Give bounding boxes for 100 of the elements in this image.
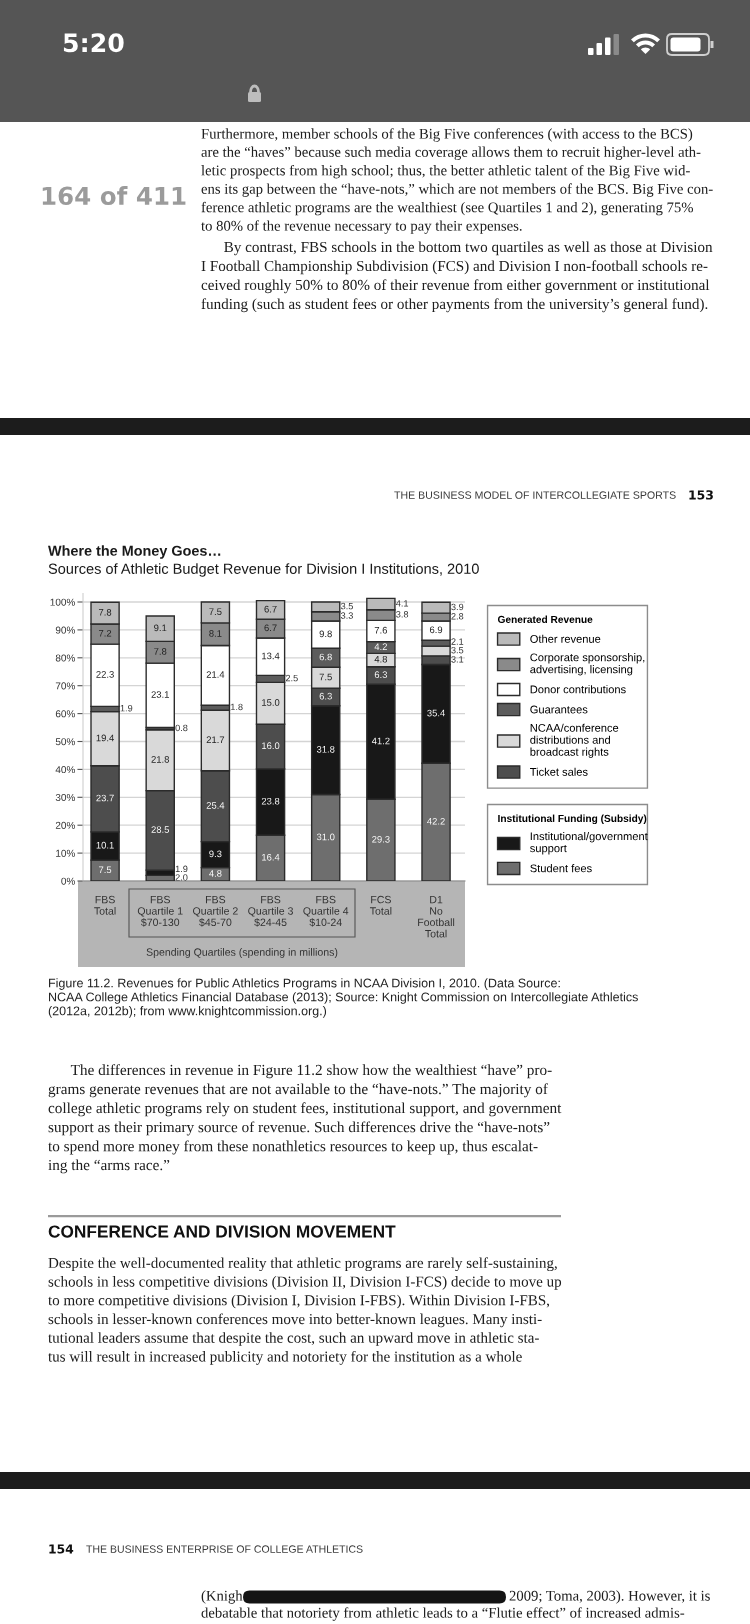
x-tick-label: FBS Quartile 1 $70-130: [137, 895, 183, 927]
legend-label: Guarantees: [530, 705, 588, 714]
legend-label: Corporate sponsorship, advertising, licensing: [530, 653, 645, 676]
x-tick-label: FBS Quartile 4 $10-24: [303, 895, 349, 927]
data-label: 6.7: [264, 624, 277, 632]
data-label: 9.8: [319, 630, 332, 638]
text: Furthermore, member schools of the Big Five conferences (with access to the BCS) are the “haves” because such media coverage allows them to recruit higher-level ath- letic prospects from high school; thus, the better athletic talent of the Big Five wid- ens its gap between the “have-nots,” which are not members of the BCS. Big Five con- ference athletic programs are the wealthiest (see Quartiles 1 and 2), generating 75% to 80% of the revenue necessary to pay their expenses.: [201, 128, 713, 234]
data-label: 16.4: [262, 853, 280, 861]
y-tick-label: 90%: [55, 626, 76, 634]
text: 2009; Toma, 2003). However, it is: [509, 1590, 710, 1604]
x-tick-label: FBS Total: [94, 895, 116, 915]
data-label: 1.9: [120, 704, 133, 712]
data-label: 6.3: [319, 692, 332, 700]
data-label: 3.5: [340, 602, 353, 610]
data-label: 1.8: [230, 703, 243, 711]
text: (Knigh: [201, 1590, 243, 1604]
y-tick-label: 60%: [55, 710, 76, 718]
y-tick-label: 50%: [55, 738, 76, 746]
data-label: 7.5: [319, 673, 332, 681]
data-label: 9.1: [154, 624, 167, 632]
data-label: 6.9: [429, 626, 443, 634]
data-label: 7.8: [154, 648, 167, 655]
legend-label: Institutional/government support: [530, 832, 648, 855]
x-tick-label: D1 No Football Total: [418, 895, 455, 938]
data-label: 23.1: [151, 691, 169, 698]
data-label: 8.1: [209, 630, 222, 637]
legend-label: NCAA/conference distributions and broadcast rights: [530, 723, 619, 758]
data-label: 31.0: [316, 833, 335, 841]
data-label: 2.5: [285, 674, 298, 682]
text: 164 of 411: [42, 186, 186, 206]
data-label: 10.1: [96, 841, 114, 849]
data-label: 31.8: [316, 746, 335, 753]
data-label: 1.9: [175, 865, 188, 873]
x-tick-label: FCS Total: [369, 895, 392, 915]
data-label: 0.8: [175, 724, 188, 732]
data-label: 22.3: [96, 671, 114, 678]
text: THE BUSINESS MODEL OF INTERCOLLEGIATE SPORTS: [394, 491, 676, 499]
data-label: 2.1: [451, 638, 464, 645]
text: Institutional Funding (Subsidy): [498, 814, 647, 825]
data-label: 23.8: [261, 797, 280, 805]
y-tick-label: 20%: [55, 821, 76, 829]
data-label: 7.5: [98, 866, 112, 874]
legend-label: Other revenue: [530, 634, 601, 643]
data-label: 13.4: [262, 652, 280, 660]
data-label: 7.2: [98, 629, 112, 637]
x-tick-label: FBS Quartile 2 $45-70: [193, 895, 238, 927]
caption: Figure 11.2. Revenues for Public Athletics Programs in NCAA Division I, 2010. (Data Source: NCAA College Athletics Financial Database (2013); Source: Knight Commission on Intercollegiate Athletics (2012a, 2012b); from www.knightcommission.org.): [48, 978, 638, 1018]
data-label: 3.3: [340, 612, 353, 619]
text: debatable that notoriety from athletic leads to a “Flutie effect” of increased admis-: [201, 1607, 685, 1621]
data-label: 21.4: [206, 671, 225, 678]
data-label: 6.7: [264, 605, 277, 613]
data-label: 4.8: [374, 655, 388, 663]
data-label: 23.7: [96, 794, 114, 802]
data-label: 7.5: [209, 608, 222, 615]
data-label: 35.4: [427, 709, 445, 717]
chart-title: Where the Money Goes…: [48, 545, 221, 559]
data-label: 3.1: [451, 656, 464, 663]
y-tick-label: 70%: [55, 682, 76, 690]
data-label: 6.8: [319, 653, 332, 661]
data-label: 15.0: [262, 699, 280, 706]
data-label: 9.3: [209, 850, 222, 858]
text: The differences in revenue in Figure 11.2 show how the wealthiest “have” pro- grams generate revenues that are not available to the “have-nots.” The majority of college athletic programs rely on student fees, institutional support, and government support as their primary source of revenue. Such differences drive the “have-nots” to spend more money from these nonathletics resources to keep up, thus escalat- ing the “arms race.”: [48, 1064, 562, 1174]
text: CONFERENCE AND DIVISION MOVEMENT: [48, 1225, 396, 1238]
data-label: 19.4: [96, 734, 114, 742]
data-label: 41.2: [371, 737, 390, 745]
text: 5:20: [63, 33, 124, 53]
data-label: 25.4: [206, 802, 225, 809]
text: 153: [689, 490, 713, 500]
data-label: 2.0: [175, 874, 188, 881]
y-tick-label: 80%: [55, 654, 76, 662]
legend-title: Generated Revenue: [497, 615, 593, 623]
data-label: 3.8: [396, 611, 409, 618]
x-axis-title: Spending Quartiles (spending in millions): [146, 948, 338, 958]
data-label: 4.2: [374, 643, 387, 650]
y-tick-label: 100%: [50, 598, 76, 606]
text: Despite the well-documented reality that athletic programs are rarely self-sustaining, schools in less competitive divisions (Division II, Division I-FCS) decide to move up to more competitive divisions (Division I, Division I-FBS). Within Division I-FBS, schools in lesser-known conferences move into better-known leagues. Many insti- tutional leaders assume that despite the cost, such an upward move in athletic sta- tus will result in increased publicity and notoriety for the institution as a whole: [48, 1257, 562, 1365]
data-label: 16.0: [262, 742, 280, 750]
text: By contrast, FBS schools in the bottom two quartiles as well as those at Division I Football Championship Subdivision (FCS) and Division I non-football schools re- ceived roughly 50% to 80% of their revenue from either government or institutional funding (such as student fees or other payments from the university’s general fund).: [201, 241, 713, 313]
data-label: 21.8: [151, 756, 170, 763]
data-label: 28.5: [151, 826, 170, 833]
data-label: 7.6: [374, 626, 388, 634]
y-tick-label: 0%: [61, 877, 76, 885]
data-label: 3.5: [451, 646, 464, 654]
data-label: 2.8: [451, 613, 464, 620]
data-label: 4.8: [209, 870, 222, 877]
y-tick-label: 30%: [55, 793, 76, 802]
data-label: 42.2: [427, 817, 445, 825]
legend-label: Ticket sales: [530, 767, 588, 776]
data-label: 6.3: [374, 671, 388, 679]
legend-label: Student fees: [530, 864, 592, 873]
data-label: 4.1: [395, 600, 409, 607]
text: THE BUSINESS ENTERPRISE OF COLLEGE ATHLETICS: [86, 1545, 363, 1553]
text: 154: [49, 1544, 74, 1554]
data-label: 3.9: [451, 603, 464, 611]
data-label: 7.8: [98, 609, 112, 616]
x-tick-label: FBS Quartile 3 $24-45: [248, 895, 293, 927]
legend-label: Donor contributions: [530, 685, 626, 694]
chart-subtitle: Sources of Athletic Budget Revenue for Division I Institutions, 2010: [48, 563, 479, 577]
y-tick-label: 40%: [55, 766, 76, 774]
data-label: 21.7: [206, 736, 225, 743]
